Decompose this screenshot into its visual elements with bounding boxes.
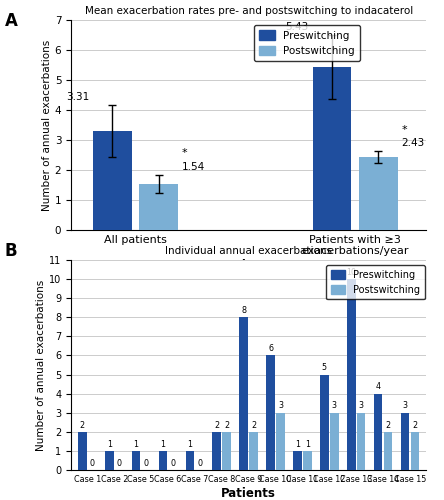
Bar [359,157,398,230]
Text: 3: 3 [278,402,283,410]
Bar [411,432,419,470]
Bar [303,451,312,470]
Bar [320,374,329,470]
Text: 2.43: 2.43 [402,138,425,148]
Bar [213,432,221,470]
Bar [105,451,114,470]
Bar [400,412,409,470]
Bar [250,432,258,470]
Bar [186,451,194,470]
Text: 0: 0 [170,458,175,468]
Text: 2: 2 [214,420,219,430]
Text: 5.43: 5.43 [285,22,309,32]
Legend: Preswitching, Postswitching: Preswitching, Postswitching [254,25,360,62]
Legend: Preswitching, Postswitching: Preswitching, Postswitching [326,265,425,300]
Text: 0: 0 [143,458,149,468]
Text: 0: 0 [117,458,122,468]
Text: 1: 1 [187,440,192,448]
Text: 8: 8 [241,306,246,315]
Bar [330,412,339,470]
Y-axis label: Number of annual exacerbations: Number of annual exacerbations [36,280,46,450]
Bar [132,451,140,470]
Text: 3: 3 [403,402,408,410]
Text: 2: 2 [80,420,85,430]
Text: 2: 2 [251,420,256,430]
Text: 2: 2 [385,420,391,430]
Bar [276,412,285,470]
Text: 3: 3 [359,402,364,410]
Text: B: B [4,242,17,260]
Bar [93,130,132,230]
Title: Individual annual exacerbations: Individual annual exacerbations [165,246,332,256]
Bar [78,432,87,470]
Bar [239,318,248,470]
Bar [374,394,382,470]
Text: 2: 2 [224,420,229,430]
Text: *: * [182,148,188,158]
X-axis label: Patients: Patients [221,486,276,500]
Text: 0: 0 [90,458,95,468]
Text: 6: 6 [268,344,273,353]
Bar [222,432,231,470]
Text: 4: 4 [376,382,381,392]
Bar [313,67,351,230]
Text: 2: 2 [412,420,417,430]
Title: Mean exacerbation rates pre- and postswitching to indacaterol: Mean exacerbation rates pre- and postswi… [84,6,413,16]
Text: A: A [4,12,17,30]
Text: 5: 5 [322,364,327,372]
Bar [266,356,275,470]
Text: 1: 1 [134,440,139,448]
Bar [357,412,365,470]
Bar [139,184,178,230]
Text: 3: 3 [332,402,337,410]
Text: 1: 1 [305,440,310,448]
Text: 0: 0 [197,458,202,468]
Bar [159,451,167,470]
Text: 10: 10 [346,268,356,277]
Text: *: * [402,124,407,134]
Text: 1: 1 [107,440,112,448]
Bar [384,432,392,470]
Y-axis label: Number of annual exacerbations: Number of annual exacerbations [42,40,52,210]
Text: 1: 1 [295,440,300,448]
Text: 1.54: 1.54 [182,162,206,172]
Bar [293,451,302,470]
X-axis label: Patients: Patients [221,259,276,272]
Text: 3.31: 3.31 [66,92,89,102]
Text: 1: 1 [160,440,166,448]
Bar [347,279,356,470]
